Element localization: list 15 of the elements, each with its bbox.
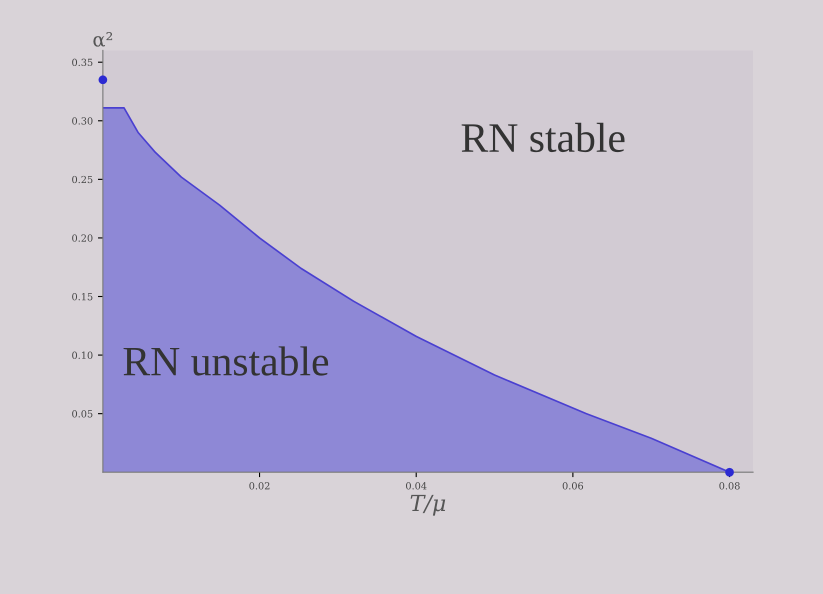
annotation: RN unstable [124, 346, 328, 376]
x-tick-label: 0.04 [406, 482, 427, 490]
y-tick-label: 0.10 [72, 352, 93, 359]
x-axis-title: T/μ [410, 494, 446, 516]
x-tick-label: 0.06 [562, 482, 584, 490]
y-tick-label: 0.30 [72, 117, 93, 125]
x-tick-label: 0.02 [249, 482, 270, 490]
y-tick-label: 0.20 [72, 234, 93, 242]
y-tick-label: 0.15 [72, 292, 92, 300]
y-tick-label: 0.05 [72, 410, 92, 418]
annotation: RN stable [462, 122, 625, 152]
y-tick-label: 0.35 [72, 58, 92, 66]
y-axis-title: α² [93, 32, 112, 47]
y-tick-label: 0.25 [72, 176, 92, 184]
x-tick-label: 0.08 [719, 482, 740, 490]
